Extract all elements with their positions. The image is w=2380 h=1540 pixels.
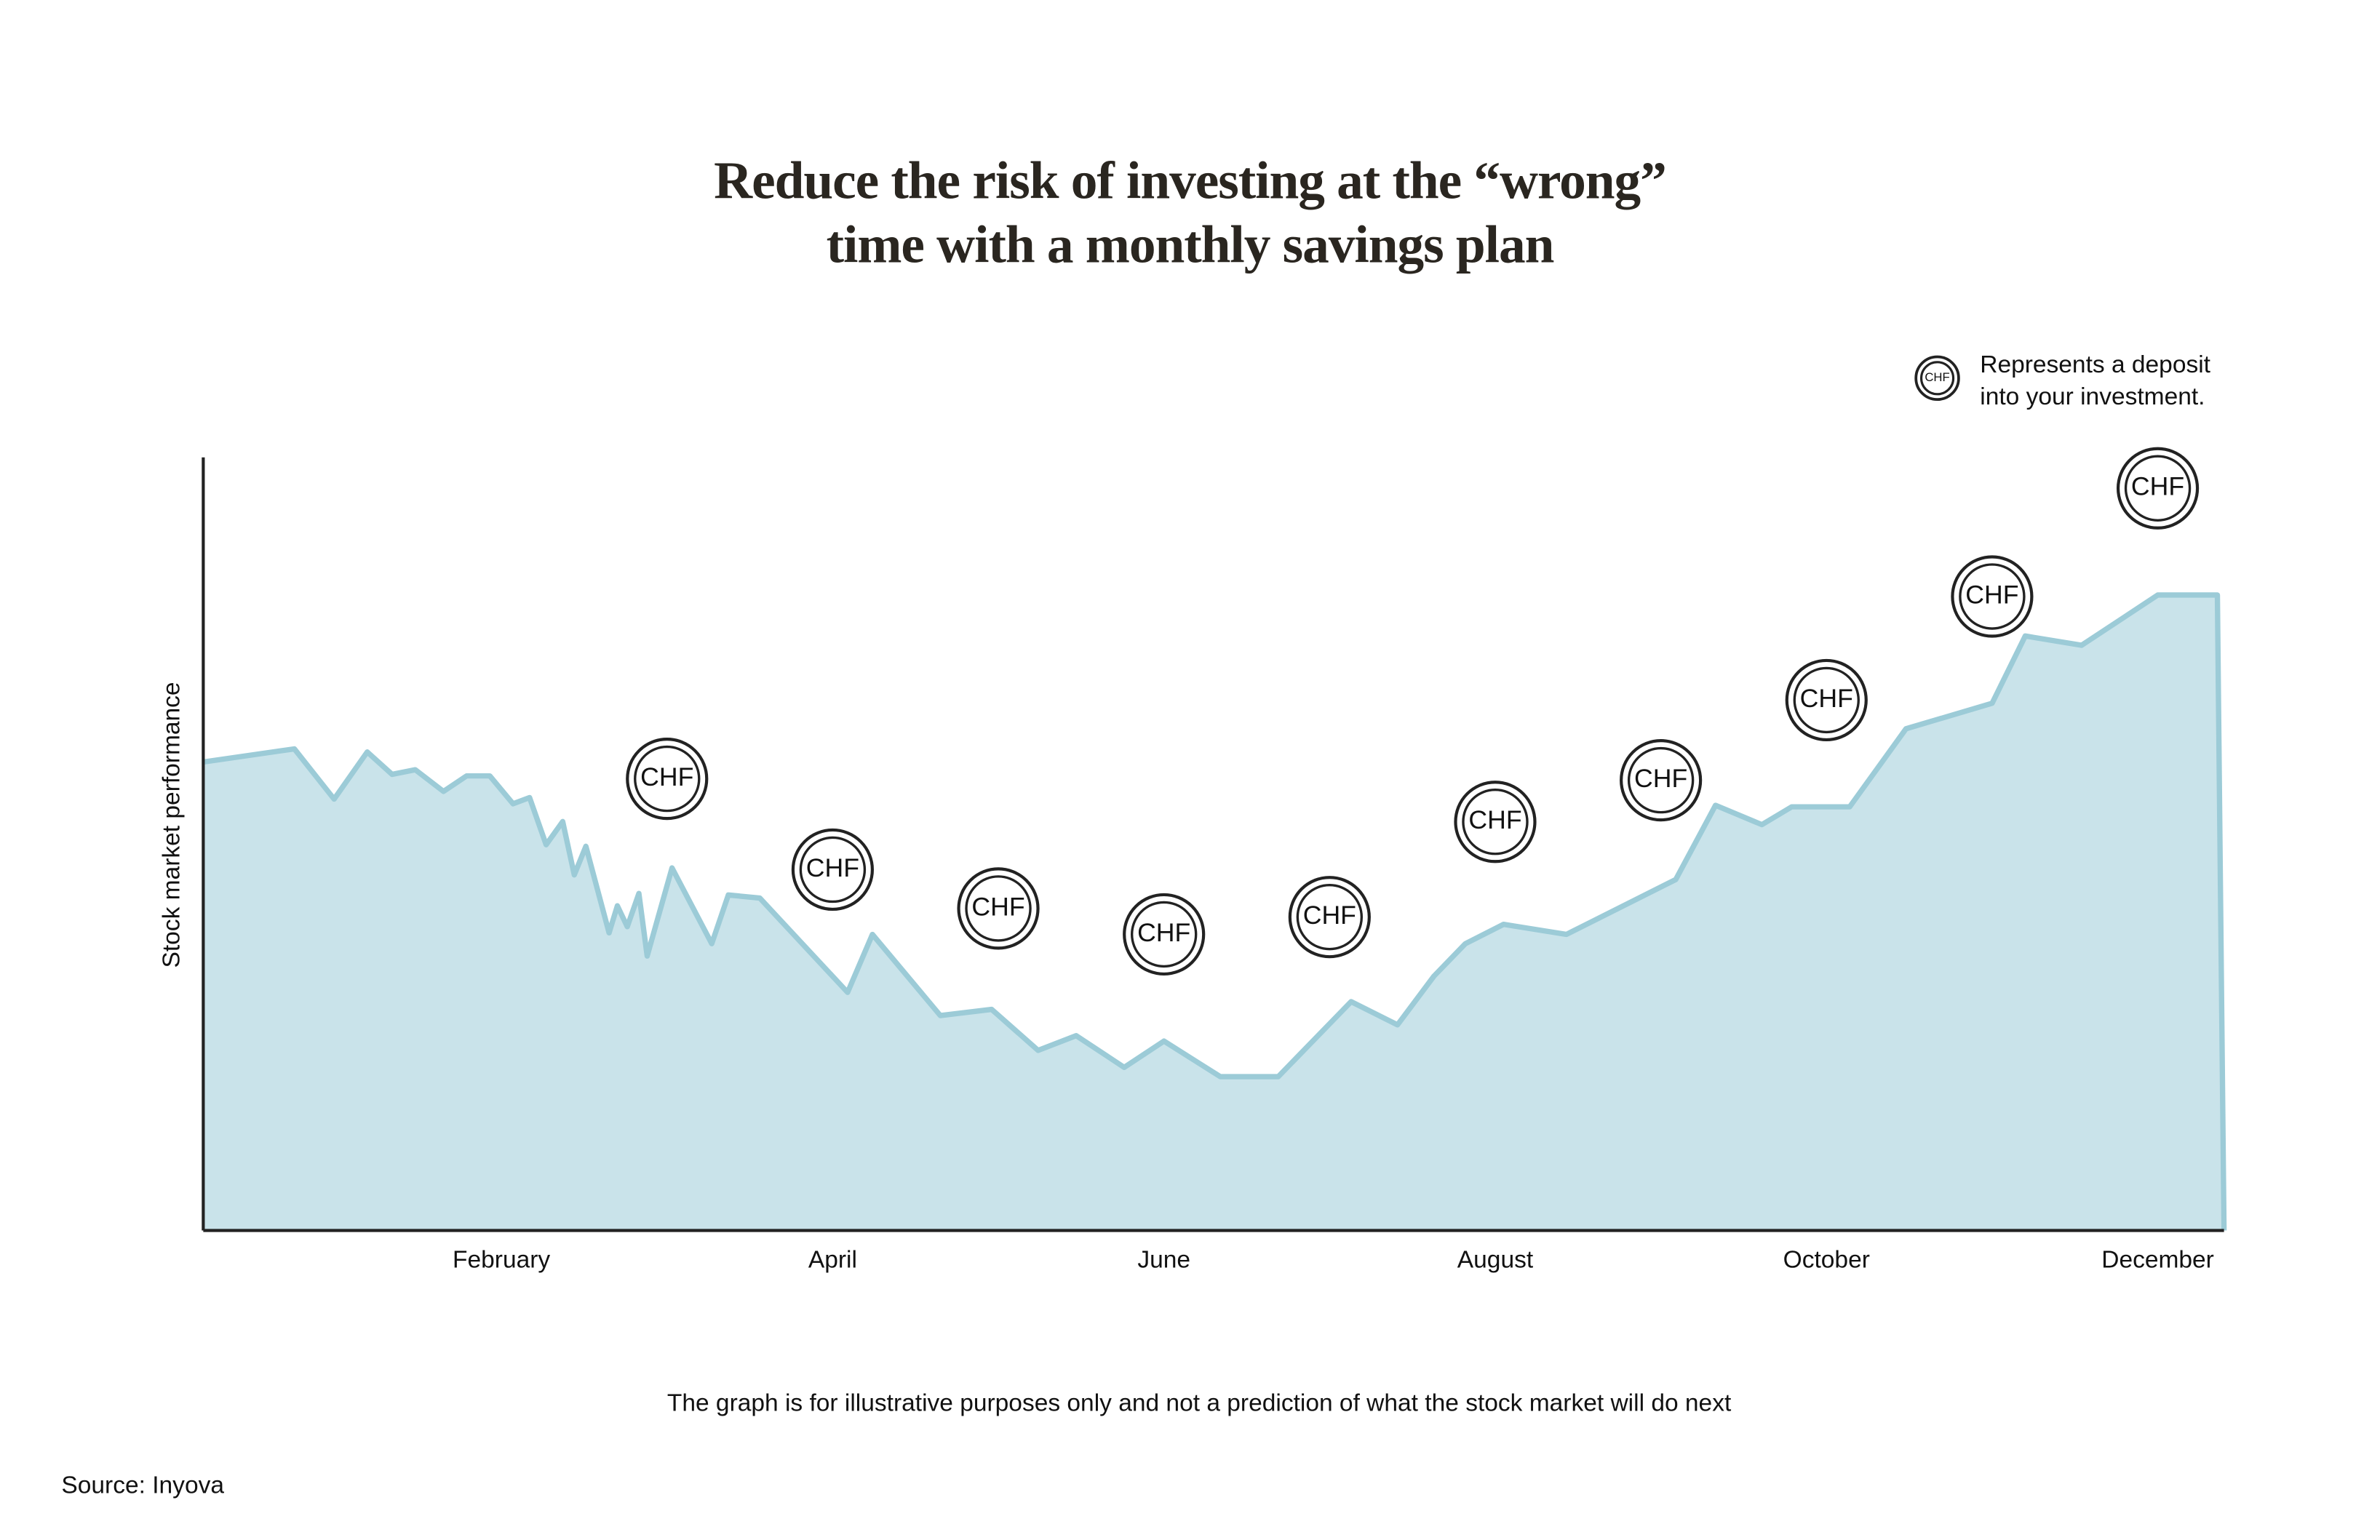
deposit-label: CHF	[1303, 901, 1356, 930]
deposit-label: CHF	[1800, 684, 1853, 713]
deposit-label: CHF	[1965, 580, 2018, 609]
deposit-marker: CHF	[791, 828, 875, 911]
y-axis-label: Stock market performance	[158, 682, 185, 968]
deposit-marker: CHF	[626, 738, 709, 821]
note: The graph is for illustrative purposes o…	[667, 1389, 1732, 1416]
deposit-ring	[2124, 455, 2192, 522]
deposit-ring	[1959, 563, 2026, 630]
chart-title: Reduce the risk of investing at the “wro…	[714, 151, 1666, 210]
area-fill	[203, 594, 2224, 1231]
legend-icon	[1919, 361, 1955, 396]
x-tick-label: February	[453, 1246, 550, 1273]
legend-symbol: CHF	[1925, 370, 1949, 384]
deposit-ring	[1296, 883, 1364, 951]
deposit-label: CHF	[1634, 764, 1687, 793]
area-line	[202, 592, 2227, 1231]
legend-text: into your investment.	[1980, 383, 2205, 410]
deposit-ring	[799, 836, 867, 903]
legend-text: Represents a deposit	[1980, 351, 2210, 378]
x-tick-label: August	[1457, 1246, 1534, 1273]
deposit-label: CHF	[971, 892, 1024, 921]
chart-title: time with a monthly savings plan	[827, 215, 1554, 274]
deposit-marker: CHF	[2116, 447, 2200, 530]
deposit-marker: CHF	[1620, 739, 1703, 822]
x-tick-label: June	[1137, 1246, 1190, 1273]
deposit-ring	[1131, 901, 1198, 968]
x-tick-label: December	[2101, 1246, 2214, 1273]
legend: CHF Represents a deposit into your inves…	[1914, 351, 2211, 410]
deposit-label: CHF	[2131, 472, 2184, 501]
deposit-label: CHF	[640, 762, 693, 791]
deposit-marker: CHF	[957, 867, 1040, 950]
deposit-ring	[1462, 789, 1529, 855]
deposit-ring	[634, 745, 701, 813]
deposit-marker: CHF	[1123, 893, 1206, 976]
source: Source: Inyova	[61, 1472, 224, 1499]
deposit-label: CHF	[1468, 805, 1521, 834]
deposit-label: CHF	[1137, 918, 1190, 947]
x-tick-label: October	[1783, 1246, 1870, 1273]
deposit-marker: CHF	[1785, 658, 1868, 742]
x-tick-label: April	[808, 1246, 857, 1273]
deposit-marker: CHF	[1951, 555, 2034, 638]
deposit-marker: CHF	[1454, 781, 1537, 863]
deposit-ring	[1793, 666, 1860, 734]
deposit-marker: CHF	[1288, 876, 1371, 959]
deposit-ring	[965, 875, 1032, 942]
deposit-ring	[1627, 746, 1695, 814]
deposit-label: CHF	[806, 853, 859, 882]
